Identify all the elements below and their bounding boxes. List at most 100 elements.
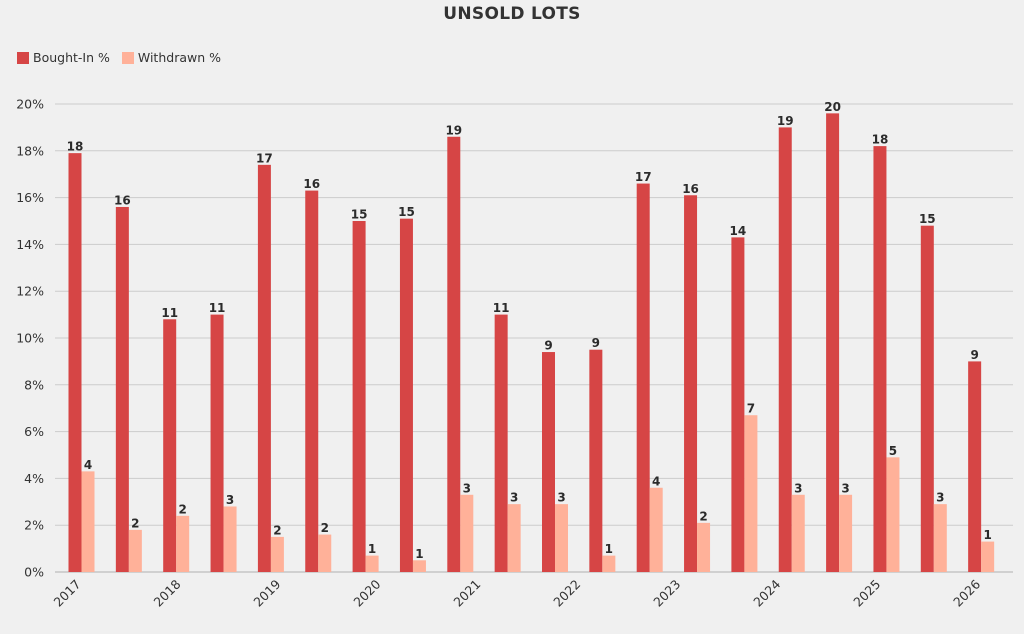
data-label-bought-in: 19 [777, 114, 794, 128]
data-label-withdrawn: 5 [889, 444, 897, 458]
bar-withdrawn [365, 555, 379, 572]
bar-withdrawn [744, 415, 758, 572]
bar-bought-in [352, 221, 366, 572]
x-tick-label: 2024 [750, 576, 783, 609]
data-label-withdrawn: 3 [510, 491, 518, 505]
data-label-bought-in: 9 [592, 336, 600, 350]
bar-bought-in [778, 127, 792, 573]
x-tick-label: 2018 [150, 576, 183, 609]
data-label-bought-in: 11 [161, 306, 178, 320]
bar-withdrawn [981, 541, 995, 572]
bar-withdrawn [318, 534, 332, 572]
legend-swatch-bought-in [17, 51, 29, 64]
bar-withdrawn [555, 504, 568, 572]
bar-withdrawn [460, 494, 474, 572]
data-label-bought-in: 18 [67, 140, 84, 154]
data-label-bought-in: 20 [824, 100, 841, 114]
y-tick-label: 20% [16, 97, 44, 112]
data-label-withdrawn: 3 [463, 481, 471, 495]
bar-bought-in [542, 352, 555, 572]
x-tick-label: 2022 [550, 577, 583, 610]
data-label-bought-in: 9 [970, 348, 978, 362]
bar-withdrawn [602, 555, 616, 572]
bar-bought-in [494, 314, 508, 572]
data-label-withdrawn: 1 [415, 547, 423, 561]
bar-withdrawn [507, 504, 521, 572]
data-label-bought-in: 16 [114, 193, 131, 207]
bar-bought-in [163, 319, 177, 572]
bar-withdrawn [81, 471, 95, 572]
data-label-withdrawn: 2 [179, 502, 187, 516]
data-label-bought-in: 14 [730, 224, 747, 238]
y-tick-label: 18% [16, 143, 44, 158]
bar-bought-in [589, 349, 603, 572]
data-label-withdrawn: 2 [699, 509, 707, 523]
y-tick-label: 0% [24, 565, 44, 580]
y-tick-label: 12% [16, 284, 44, 299]
bar-withdrawn [176, 515, 190, 572]
bar-withdrawn [270, 536, 284, 572]
bar-bought-in [210, 314, 224, 572]
bar-withdrawn [933, 504, 947, 572]
bar-bought-in [68, 153, 82, 572]
bar-bought-in [636, 183, 650, 572]
data-label-withdrawn: 4 [84, 458, 92, 472]
legend-swatch-withdrawn [121, 51, 134, 64]
data-label-withdrawn: 3 [794, 481, 802, 495]
y-tick-label: 14% [16, 237, 44, 252]
x-tick-label: 2020 [350, 576, 383, 609]
data-label-withdrawn: 2 [131, 516, 139, 530]
data-label-bought-in: 18 [872, 133, 889, 147]
data-label-bought-in: 9 [544, 339, 552, 353]
data-label-bought-in: 11 [209, 301, 226, 315]
x-tick-label: 2021 [450, 577, 483, 610]
data-label-bought-in: 15 [398, 205, 415, 219]
x-tick-label: 2025 [850, 577, 883, 610]
x-tick-label: 2026 [950, 576, 983, 609]
bar-withdrawn [649, 487, 663, 572]
legend-label-withdrawn: Withdrawn % [137, 50, 221, 65]
bar-bought-in [826, 113, 840, 573]
data-label-bought-in: 15 [351, 208, 368, 222]
bar-withdrawn [791, 494, 805, 572]
data-label-withdrawn: 3 [841, 481, 849, 495]
bar-withdrawn [223, 506, 237, 572]
bar-bought-in [447, 136, 461, 572]
chart-title: UNSOLD LOTS [443, 4, 581, 24]
bar-bought-in [684, 195, 698, 572]
bar-bought-in [305, 190, 319, 572]
y-tick-label: 2% [24, 518, 44, 533]
x-tick-label: 2017 [51, 577, 84, 610]
y-tick-label: 10% [16, 331, 44, 346]
legend-item-bought-in: Bought-In % [17, 50, 110, 65]
bar-withdrawn [128, 529, 142, 572]
bar-withdrawn [697, 522, 711, 572]
data-label-bought-in: 16 [682, 182, 699, 196]
y-tick-label: 6% [24, 424, 44, 439]
x-tick-label: 2023 [650, 577, 683, 610]
legend: Bought-In % Withdrawn % [17, 50, 221, 65]
bar-bought-in [873, 146, 887, 572]
data-label-bought-in: 17 [635, 170, 652, 184]
bar-bought-in [115, 206, 129, 572]
data-label-withdrawn: 3 [226, 493, 234, 507]
legend-label-bought-in: Bought-In % [33, 50, 110, 65]
data-label-withdrawn: 4 [652, 474, 660, 488]
data-label-bought-in: 19 [445, 123, 462, 137]
data-label-withdrawn: 2 [273, 523, 281, 537]
data-label-bought-in: 11 [493, 301, 510, 315]
data-label-bought-in: 16 [303, 177, 320, 191]
data-label-withdrawn: 1 [368, 542, 376, 556]
data-label-withdrawn: 1 [605, 542, 613, 556]
y-tick-label: 16% [16, 190, 44, 205]
bar-withdrawn [886, 457, 900, 572]
legend-item-withdrawn: Withdrawn % [121, 50, 221, 65]
bar-withdrawn [839, 494, 853, 572]
data-label-withdrawn: 3 [936, 491, 944, 505]
data-label-bought-in: 15 [919, 212, 936, 226]
bar-bought-in [257, 164, 271, 572]
bar-bought-in [968, 361, 982, 572]
y-tick-label: 4% [24, 471, 44, 486]
data-label-withdrawn: 2 [321, 521, 329, 535]
bar-bought-in [399, 218, 413, 572]
